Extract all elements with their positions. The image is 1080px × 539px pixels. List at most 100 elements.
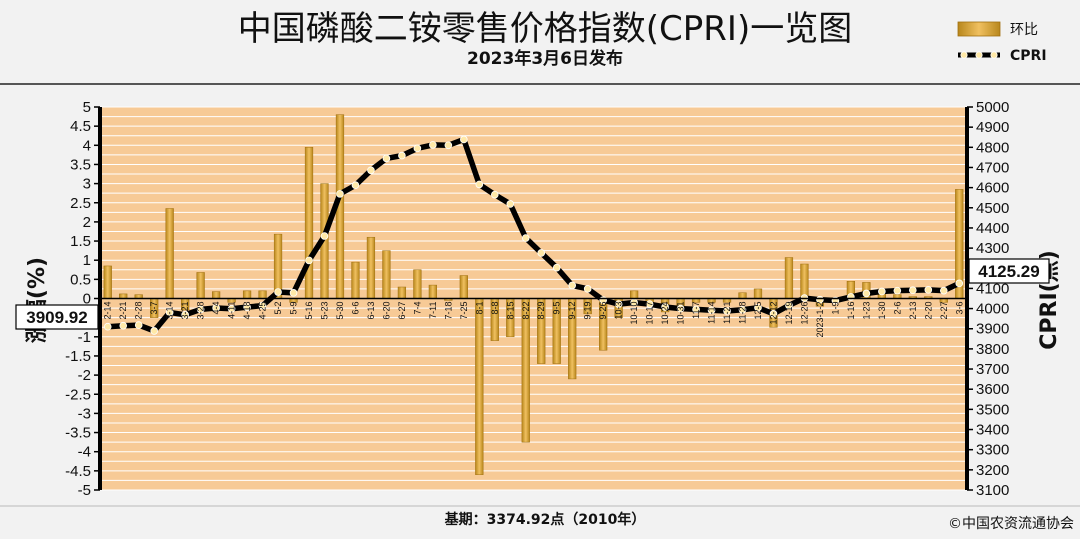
right-tick-label: 4000 [976,301,1009,318]
x-tick-label: 2-14 [103,302,113,320]
x-tick-label: 2023-1-2 [815,302,825,338]
cpri-point-7-18 [444,141,453,150]
legend: 环比 CPRI [957,21,1047,64]
left-tick-label: 4.5 [70,118,91,135]
gridlines [100,106,967,491]
x-tick-label: 11-14 [707,302,717,324]
left-tick-label: -3 [78,405,91,422]
bar-4-25 [258,290,267,299]
x-tick-label: 10-17 [645,302,655,325]
cpri-point-9-19 [583,285,592,293]
bar-5-16 [304,146,314,299]
legend-bar-swatch [957,21,1001,37]
cpri-point-6-13 [367,166,375,175]
x-tick-label: 2-21 [118,302,128,320]
x-tick-label: 12-5 [753,302,763,320]
callout-end-value: 4125.29 [978,262,1039,281]
right-tick-label: 3100 [976,482,1009,499]
right-tick-label: 3400 [976,422,1009,439]
cpri-point-1-23 [862,289,871,298]
cpri-point-5-23 [320,232,329,240]
cpri-point-12-12 [769,310,778,318]
left-tick-label: 5 [83,99,91,116]
header-band [0,0,1080,84]
cpri-point-12-5 [754,303,762,312]
x-tick-label: 6-6 [350,302,360,315]
cpri-point-3-7 [150,327,158,335]
x-tick-label: 6-13 [366,302,376,320]
x-tick-label: 10-3 [614,302,624,320]
cpri-point-6-6 [351,181,360,190]
right-tick-label: 4600 [976,180,1009,197]
x-tick-label: 8-8 [490,302,500,315]
left-tick-label: 2.5 [70,195,91,212]
x-tick-label: 4-11 [227,302,237,319]
x-tick-label: 1-23 [861,302,871,320]
cpri-point-2-20 [924,286,933,294]
left-tick-label: -5 [78,482,91,499]
bar-7-4 [413,269,422,299]
cpri-point-4-18 [243,303,251,311]
callout-end: 4125.29 [968,258,1050,284]
x-tick-label: 7-25 [459,302,469,320]
cpri-point-5-9 [289,289,298,297]
cpri-point-11-7 [692,305,700,314]
left-tick-label: -3.5 [65,425,91,442]
x-tick-label: 2-6 [892,302,902,315]
cpri-point-6-27 [398,151,406,160]
bar-6-13 [366,236,376,299]
x-tick-label: 5-23 [319,302,329,320]
bar-12-5 [753,288,763,299]
bar-4-4 [211,291,221,299]
x-tick-label: 3-7 [149,302,159,315]
bar-7-11 [428,284,437,299]
x-tick-label: 3-6 [954,302,964,315]
x-tick-label: 12-12 [768,302,778,325]
bar-12-26 [800,263,809,299]
right-tick-label: 3200 [976,462,1009,479]
copyright: ©中国农资流通协会 [948,516,1074,532]
bar-3-14 [165,208,174,299]
x-tick-label: 9-19 [583,302,593,320]
cpri-point-1-30 [878,287,886,296]
left-tick-label: -2 [78,367,91,384]
x-tick-label: 7-18 [443,302,453,320]
left-tick-label: 3 [83,176,91,193]
x-tick-label: 8-22 [521,302,531,320]
cpri-point-8-22 [521,234,530,242]
left-axis-label: 涨幅(%) [25,257,50,343]
left-tick-label: 1.5 [70,233,91,250]
cpri-point-3-14 [165,308,174,317]
x-tick-label: 6-27 [397,302,407,320]
bar-8-1 [475,298,484,475]
x-tick-label: 8-29 [536,302,546,320]
x-axis-ticks: 2-14 2-21 2-28 3-7 3-14 3-21 3-28 4-4 4-11 4-18 4-… [103,302,965,338]
x-tick-label: 3-28 [196,302,206,320]
x-tick-label: 8-1 [474,302,484,315]
cpri-point-9-5 [552,263,561,272]
cpri-point-12-19 [785,301,793,310]
x-tick-label: 1-9 [830,302,840,315]
cpri-point-6-20 [382,154,391,163]
x-tick-label: 5-2 [273,302,283,315]
cpri-line-series [103,135,964,335]
right-tick-label: 4100 [976,280,1009,297]
bar-3-28 [196,272,205,299]
cpri-point-11-21 [723,307,731,315]
callout-start: 3909.92 [15,304,99,330]
x-tick-label: 4-4 [211,302,221,315]
x-tick-label: 1-16 [846,302,856,320]
cpri-point-7-4 [413,144,422,153]
legend-dot-2 [975,51,983,59]
x-tick-label: 12-19 [784,302,794,325]
x-tick-label: 12-26 [799,302,809,325]
left-tick-label: -4.5 [65,463,91,480]
x-tick-label: 9-26 [598,302,608,320]
cpri-point-4-11 [227,304,236,313]
cpri-point-10-31 [676,304,685,313]
left-tick-label: -1 [78,329,91,346]
right-tick-label: 3800 [976,341,1009,358]
x-tick-label: 7-4 [412,302,422,315]
x-tick-label: 5-16 [304,302,314,320]
